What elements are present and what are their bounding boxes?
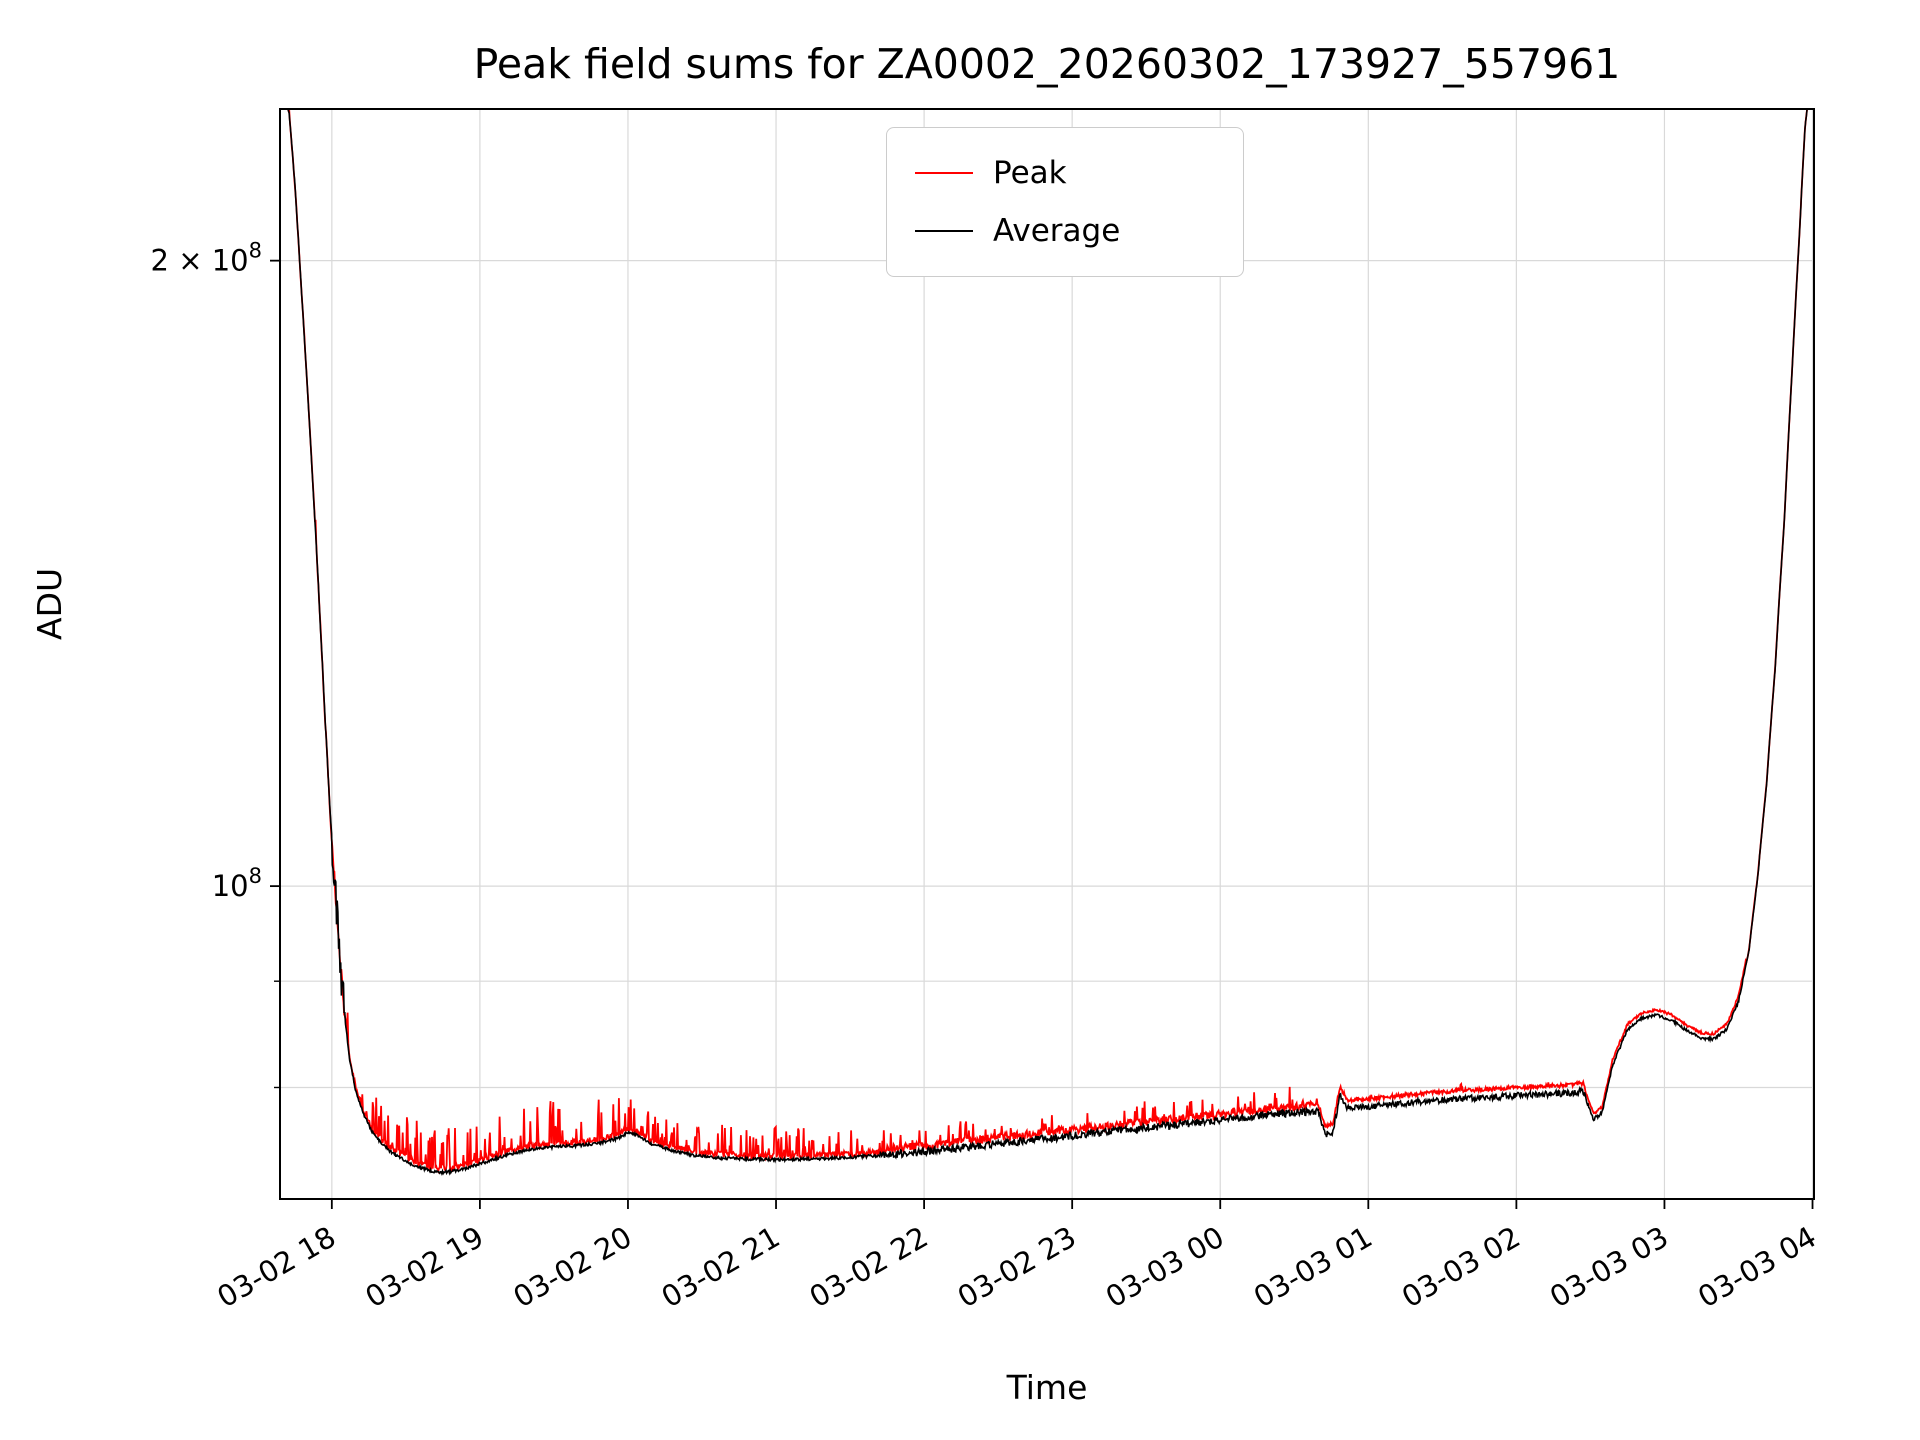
y-tick-label: 2 × 108 — [151, 239, 262, 278]
average-line-sample — [915, 230, 973, 232]
average-series-line — [287, 109, 1808, 1177]
plot-border — [279, 108, 1815, 1200]
x-tick-label: 03-02 20 — [508, 1220, 638, 1315]
x-tick-label: 03-03 03 — [1544, 1220, 1674, 1315]
x-tick-label: 03-03 00 — [1100, 1220, 1230, 1315]
peak-line-sample — [915, 172, 973, 174]
legend-label-peak: Peak — [993, 155, 1067, 191]
legend: Peak Average — [886, 127, 1244, 277]
y-tick-label: 108 — [212, 864, 262, 903]
x-tick-label: 03-02 19 — [359, 1220, 489, 1315]
x-axis-label: Time — [1006, 1368, 1088, 1407]
x-tick-label: 03-02 18 — [211, 1220, 341, 1315]
legend-item-peak: Peak — [915, 144, 1215, 202]
peak-series-line — [286, 109, 1809, 1175]
x-tick-label: 03-03 01 — [1248, 1220, 1378, 1315]
legend-label-average: Average — [993, 213, 1121, 249]
x-tick-label: 03-03 02 — [1396, 1220, 1526, 1315]
y-axis-label: ADU — [30, 567, 69, 640]
x-tick-label: 03-02 21 — [656, 1220, 786, 1315]
chart-title: Peak field sums for ZA0002_20260302_1739… — [473, 40, 1621, 88]
x-tick-label: 03-03 04 — [1692, 1220, 1822, 1315]
legend-item-average: Average — [915, 202, 1215, 260]
x-tick-label: 03-02 23 — [952, 1220, 1082, 1315]
x-tick-label: 03-02 22 — [804, 1220, 934, 1315]
